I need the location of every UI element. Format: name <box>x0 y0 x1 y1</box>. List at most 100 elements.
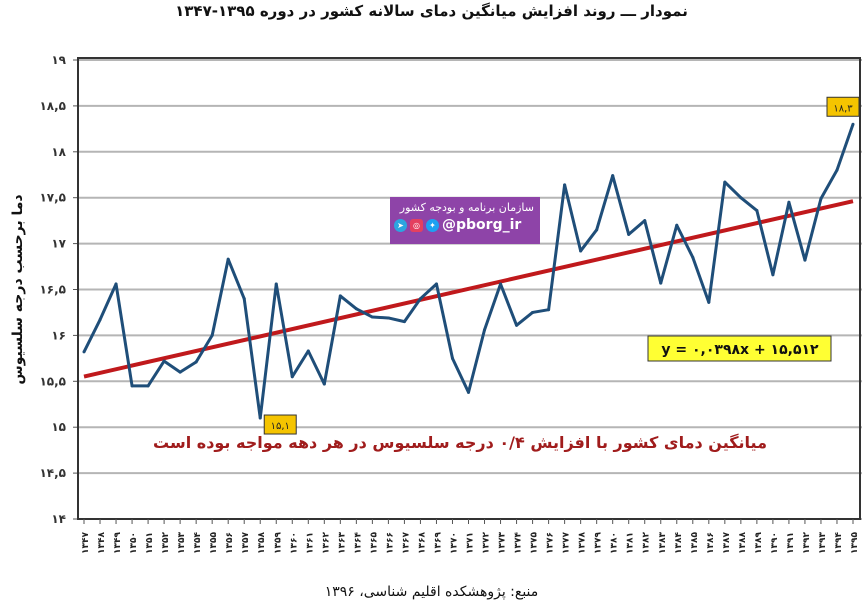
x-tick-label: ۱۳۷۷ <box>562 532 572 554</box>
x-tick-label: ۱۳۶۰ <box>289 532 299 554</box>
y-tick-label: ۱۵,۵ <box>39 374 66 388</box>
x-tick-label: ۱۳۷۳ <box>498 532 508 554</box>
x-tick-label: ۱۳۵۰ <box>129 532 139 554</box>
watermark: سازمان برنامه و بودجه کشور ➤ ◎ ✦ @pborg_… <box>390 197 540 244</box>
x-tick-label: ۱۳۷۸ <box>578 532 588 554</box>
trend-equation: y = ۰,۰۳۹۸x + ۱۵,۵۱۲ <box>661 342 819 358</box>
x-tick-label: ۱۳۸۶ <box>706 532 716 554</box>
data-point <box>579 249 583 253</box>
y-tick-label: ۱۵ <box>51 420 66 434</box>
x-tick-label: ۱۳۶۲ <box>321 532 331 554</box>
data-point <box>803 258 807 262</box>
data-point <box>499 282 503 286</box>
x-tick-label: ۱۳۶۵ <box>369 532 379 554</box>
x-tick-label: ۱۳۷۶ <box>546 532 556 554</box>
y-tick-label: ۱۷,۵ <box>39 191 66 205</box>
data-point <box>98 318 102 322</box>
x-tick-label: ۱۳۷۰ <box>449 532 459 554</box>
data-point <box>467 390 470 394</box>
telegram-icon: ➤ <box>394 218 407 232</box>
data-point <box>386 316 390 320</box>
data-point <box>819 197 823 201</box>
data-point <box>483 328 487 332</box>
data-point <box>723 180 727 184</box>
data-point <box>787 200 791 204</box>
x-tick-label: ۱۳۴۷ <box>81 532 91 554</box>
watermark-org: سازمان برنامه و بودجه کشور <box>399 201 534 214</box>
y-tick-label: ۱۸ <box>51 145 66 159</box>
x-tick-label: ۱۳۹۳ <box>818 532 828 554</box>
data-point <box>627 232 631 236</box>
x-tick-label: ۱۳۸۰ <box>610 532 620 554</box>
watermark-handle: @pborg_ir <box>442 217 522 233</box>
x-tick-label: ۱۳۸۳ <box>658 532 668 554</box>
x-tick-label: ۱۳۵۴ <box>193 532 203 554</box>
data-point <box>675 223 679 227</box>
data-point <box>290 375 294 379</box>
x-tick-label: ۱۳۶۳ <box>337 532 347 554</box>
x-tick-label: ۱۳۸۲ <box>642 532 652 554</box>
y-tick-label: ۱۹ <box>51 53 66 67</box>
y-tick-label: ۱۴ <box>51 512 66 526</box>
data-point <box>226 257 230 261</box>
data-point <box>515 323 519 327</box>
data-point <box>611 174 615 178</box>
x-tick-label: ۱۳۹۱ <box>786 532 796 554</box>
x-tick-label: ۱۳۹۰ <box>770 532 780 554</box>
y-tick-label: ۱۴,۵ <box>39 466 66 480</box>
chart-title: نمودار ـــ روند افزایش میانگین دمای سالا… <box>175 2 688 20</box>
data-point <box>691 255 695 259</box>
series-line <box>82 123 855 420</box>
x-tick-label: ۱۳۸۵ <box>690 532 700 554</box>
data-point <box>659 281 663 285</box>
x-tick-label: ۱۳۹۵ <box>850 532 860 554</box>
data-point <box>418 297 422 301</box>
data-point <box>434 282 438 286</box>
data-point <box>306 349 310 353</box>
data-point <box>146 384 150 388</box>
x-tick-label: ۱۳۶۹ <box>433 532 443 554</box>
x-tick-label: ۱۳۹۴ <box>834 532 844 554</box>
data-point <box>338 294 342 298</box>
x-tick-label: ۱۳۹۲ <box>802 532 812 554</box>
data-point <box>547 308 551 312</box>
x-tick-label: ۱۳۸۷ <box>722 532 732 554</box>
data-point <box>130 384 134 388</box>
x-tick-label: ۱۳۸۸ <box>738 532 748 554</box>
data-point <box>82 350 86 354</box>
x-tick-label: ۱۳۵۸ <box>257 532 267 554</box>
data-label: ۱۸,۳ <box>833 103 853 114</box>
data-point <box>354 307 358 311</box>
twitter-icon: ✦ <box>426 218 439 232</box>
x-tick-label: ۱۳۶۷ <box>401 532 411 554</box>
x-tick-label: ۱۳۵۹ <box>273 532 283 554</box>
x-tick-label: ۱۳۶۶ <box>385 532 395 554</box>
data-point <box>258 416 262 420</box>
data-point <box>771 273 775 277</box>
x-tick-label: ۱۳۴۹ <box>113 532 123 554</box>
data-point <box>595 228 599 232</box>
data-point <box>450 356 454 360</box>
x-tick-label: ۱۳۷۵ <box>530 532 540 554</box>
x-tick-label: ۱۳۸۹ <box>754 532 764 554</box>
data-point <box>210 333 214 337</box>
x-tick-label: ۱۳۸۴ <box>674 532 684 554</box>
x-tick-label: ۱۳۴۸ <box>97 532 107 554</box>
data-point <box>402 320 406 324</box>
data-point <box>851 122 855 126</box>
data-point <box>194 360 198 364</box>
data-label-box <box>826 96 860 117</box>
x-tick-label: ۱۳۵۵ <box>209 532 219 554</box>
x-tick-label: ۱۳۶۱ <box>305 532 315 554</box>
x-tick-label: ۱۳۷۱ <box>466 532 476 554</box>
equation-box <box>647 335 832 362</box>
y-axis-label: دما برحسب درجه سلسیوس <box>10 194 26 384</box>
data-label-box <box>263 414 297 435</box>
data-point <box>242 297 246 301</box>
data-point <box>162 359 166 363</box>
data-point <box>563 183 567 187</box>
data-point <box>114 282 118 286</box>
data-point <box>739 196 743 200</box>
y-tick-label: ۱۸,۵ <box>39 99 66 113</box>
